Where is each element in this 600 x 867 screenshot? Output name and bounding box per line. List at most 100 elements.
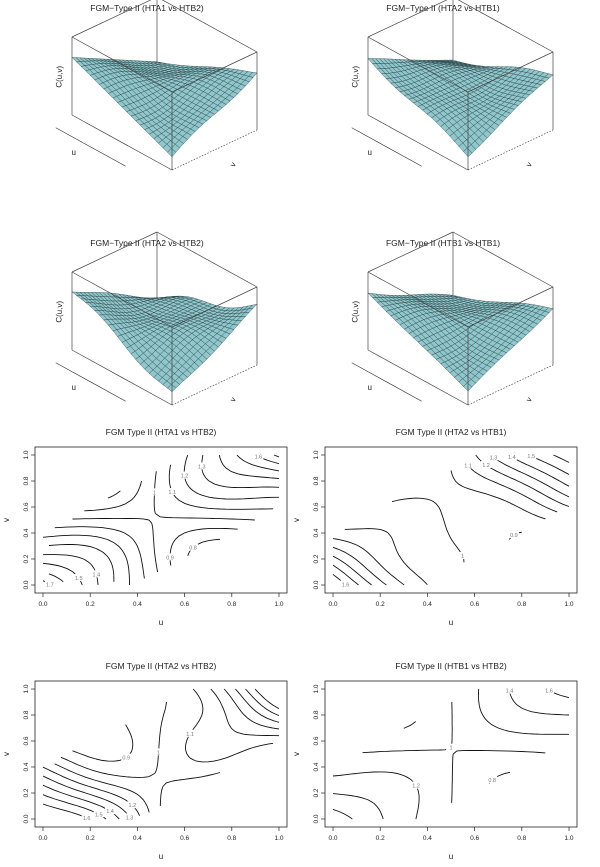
contour-label-bg	[105, 807, 116, 815]
contour-title: FGM Type II (HTA1 vs HTB2)	[106, 427, 217, 437]
contour-label-bg	[481, 460, 492, 468]
contour-line-1	[72, 471, 255, 573]
surface-title: FGM−Type II (HTB1 vs HTB1)	[386, 238, 500, 248]
surface-mesh	[71, 291, 258, 392]
contour-label-bg	[457, 552, 468, 560]
contour-label: 1.5	[95, 812, 103, 818]
contour-line-1.4	[332, 454, 570, 586]
contour-label-bg	[121, 753, 132, 761]
contour-label: 0.8	[189, 546, 197, 552]
contour-label: 1.6	[342, 582, 350, 588]
contour-label-bg	[81, 813, 92, 821]
contour-label-bg	[179, 471, 190, 479]
contour-line-1.7	[42, 454, 280, 586]
v-axis-label: v	[524, 396, 534, 404]
x-tick-label: 0.0	[328, 835, 337, 842]
x-axis-label: u	[449, 852, 453, 861]
contour-label-bg	[188, 543, 199, 551]
surface-panel-1: FGM−Type II (HTA1 vs HTB2) u v C(u,v)	[54, 0, 258, 171]
x-axis-label: u	[159, 852, 163, 861]
contour-label-bg	[127, 801, 138, 809]
x-axis-label: u	[449, 618, 453, 627]
contour-line-1.4	[42, 454, 280, 586]
contour-title: FGM Type II (HTA2 vs HTB2)	[106, 661, 217, 671]
box-edge	[171, 364, 258, 406]
contour-label: 1.5	[527, 454, 535, 460]
y-tick-label: 0.6	[313, 736, 320, 745]
contour-label: 1	[450, 746, 453, 752]
u-axis-label: u	[368, 383, 372, 392]
contour-label: 1.3	[126, 815, 134, 821]
surface-title: FGM−Type II (HTA1 vs HTB2)	[90, 3, 204, 13]
contour-label: 1.1	[186, 732, 194, 738]
y-tick-label: 0.2	[23, 788, 30, 797]
box-edge	[171, 51, 258, 93]
contour-line-1.5	[332, 454, 570, 586]
x-tick-label: 0.6	[470, 835, 479, 842]
contour-line-0.8	[107, 490, 221, 556]
contour-label-bg	[487, 775, 498, 783]
contour-label-bg	[73, 574, 84, 582]
contour-line-1	[362, 701, 546, 803]
x-tick-label: 0.6	[470, 601, 479, 608]
plot-frame	[324, 680, 578, 828]
y-tick-label: 0.6	[23, 736, 30, 745]
contour-line-1.2	[332, 688, 569, 820]
contour-panel-3: FGM Type II (HTA2 vs HTB2) 0.0 0.2 0.4 0.6 0.…	[2, 661, 288, 861]
y-tick-label: 0.8	[313, 710, 320, 719]
contour-lines: 0.9 1 1.1 1.2 1.3 1.41.5 1.6	[42, 688, 280, 822]
y-tick-label: 0.2	[23, 554, 30, 563]
contour-label: 1.2	[129, 803, 137, 809]
contour-label-bg	[508, 530, 519, 538]
x-tick-label: 1.0	[564, 601, 573, 608]
contour-label-bg	[167, 488, 178, 496]
contour-label-bg	[165, 553, 176, 561]
contour-label: 1.6	[545, 688, 553, 694]
contour-label-bg	[185, 729, 196, 737]
box-edge	[467, 286, 554, 328]
contour-label: 1.4	[106, 809, 114, 815]
contour-label-bg	[488, 453, 499, 461]
box-edge	[467, 129, 554, 171]
contour-label: 1.4	[93, 572, 101, 578]
contour-lines: 0.8 1 1.2 1.4 1.6	[332, 686, 570, 820]
contour-label: 1.2	[181, 474, 189, 480]
contour-line-1.1	[344, 461, 558, 586]
surface-mesh	[367, 58, 554, 157]
contour-line-1.3	[48, 454, 280, 582]
contour-label: 1.1	[168, 490, 176, 496]
contour-label: 1	[153, 490, 156, 496]
contour-label-bg	[340, 580, 351, 588]
z-axis-label: C(u,v)	[350, 65, 360, 87]
u-axis-label: u	[72, 383, 76, 392]
y-tick-label: 0.6	[23, 502, 30, 511]
box-edge	[71, 36, 173, 93]
contour-label-bg	[506, 453, 517, 461]
contour-title: FGM Type II (HTB1 vs HTB2)	[395, 661, 506, 671]
contour-label: 1	[461, 554, 464, 560]
y-tick-label: 0.8	[23, 476, 30, 485]
y-tick-label: 0.4	[313, 528, 320, 537]
box-edge	[467, 51, 554, 93]
contour-label-bg	[153, 748, 164, 756]
box-edge	[457, 0, 554, 53]
u-axis-arrow	[55, 362, 126, 402]
contour-label: 1.1	[464, 464, 472, 470]
y-tick-label: 0.8	[313, 476, 320, 485]
contour-label: 1.4	[508, 455, 516, 461]
contour-label: 1.6	[255, 454, 263, 460]
y-tick-label: 0.0	[23, 814, 30, 823]
surface-panel-3: FGM−Type II (HTA2 vs HTB2) u v C(u,v)	[54, 231, 258, 406]
x-tick-label: 0.6	[180, 601, 189, 608]
v-axis-label: v	[524, 161, 534, 169]
contour-line-1	[60, 701, 221, 807]
box-edge	[71, 271, 173, 328]
box-edge	[367, 349, 469, 406]
box-edge	[161, 0, 258, 53]
contour-line-1.6	[332, 688, 570, 820]
y-tick-label: 0.0	[313, 580, 320, 589]
contour-line-1.2	[42, 454, 279, 585]
contour-label-bg	[196, 462, 207, 470]
contour-line-0.8	[403, 721, 511, 784]
